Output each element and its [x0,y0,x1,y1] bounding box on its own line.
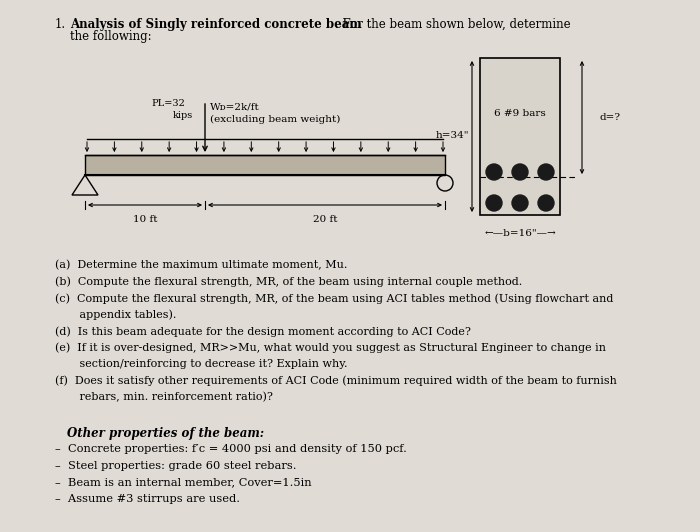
Text: (a)  Determine the maximum ultimate moment, Mu.: (a) Determine the maximum ultimate momen… [55,260,347,270]
Circle shape [486,164,502,180]
Text: (c)  Compute the flexural strength, MR, of the beam using ACI tables method (Usi: (c) Compute the flexural strength, MR, o… [55,293,613,304]
Text: –  Concrete properties: f′c = 4000 psi and density of 150 pcf.: – Concrete properties: f′c = 4000 psi an… [55,445,407,454]
Text: (d)  Is this beam adequate for the design moment according to ACI Code?: (d) Is this beam adequate for the design… [55,326,471,337]
Text: appendix tables).: appendix tables). [55,310,176,320]
Text: . For the beam shown below, determine: . For the beam shown below, determine [335,18,570,31]
Text: kips: kips [173,111,193,120]
Circle shape [538,195,554,211]
Text: rebars, min. reinforcement ratio)?: rebars, min. reinforcement ratio)? [55,392,273,402]
Text: –  Assume #3 stirrups are used.: – Assume #3 stirrups are used. [55,494,240,504]
Bar [480,58,560,215]
Text: h=34": h=34" [435,131,469,140]
Circle shape [512,164,528,180]
Text: 6 #9 bars: 6 #9 bars [494,109,546,118]
Text: (e)  If it is over-designed, MR>>Mu, what would you suggest as Structural Engine: (e) If it is over-designed, MR>>Mu, what… [55,343,606,353]
Text: 20 ft: 20 ft [313,215,337,224]
Text: –  Steel properties: grade 60 steel rebars.: – Steel properties: grade 60 steel rebar… [55,461,297,471]
Text: (f)  Does it satisfy other requirements of ACI Code (minimum required width of t: (f) Does it satisfy other requirements o… [55,376,617,386]
Text: 10 ft: 10 ft [133,215,158,224]
Bar [85,155,445,175]
Text: –  Beam is an internal member, Cover=1.5in: – Beam is an internal member, Cover=1.5i… [55,478,312,487]
Text: 1.: 1. [55,18,66,31]
Text: section/reinforcing to decrease it? Explain why.: section/reinforcing to decrease it? Expl… [55,359,347,369]
Text: Wᴅ=2k/ft: Wᴅ=2k/ft [210,103,260,112]
Text: (excluding beam weight): (excluding beam weight) [210,115,340,124]
Text: Other properties of the beam:: Other properties of the beam: [67,427,264,439]
Text: Analysis of Singly reinforced concrete beam: Analysis of Singly reinforced concrete b… [70,18,362,31]
Text: ←—b=16"—→: ←—b=16"—→ [484,229,556,237]
Text: the following:: the following: [70,30,152,43]
Text: PL=32: PL=32 [151,99,185,108]
Circle shape [486,195,502,211]
Text: (b)  Compute the flexural strength, MR, of the beam using internal couple method: (b) Compute the flexural strength, MR, o… [55,277,522,287]
Circle shape [538,164,554,180]
Circle shape [512,195,528,211]
Text: d=?: d=? [600,112,621,121]
